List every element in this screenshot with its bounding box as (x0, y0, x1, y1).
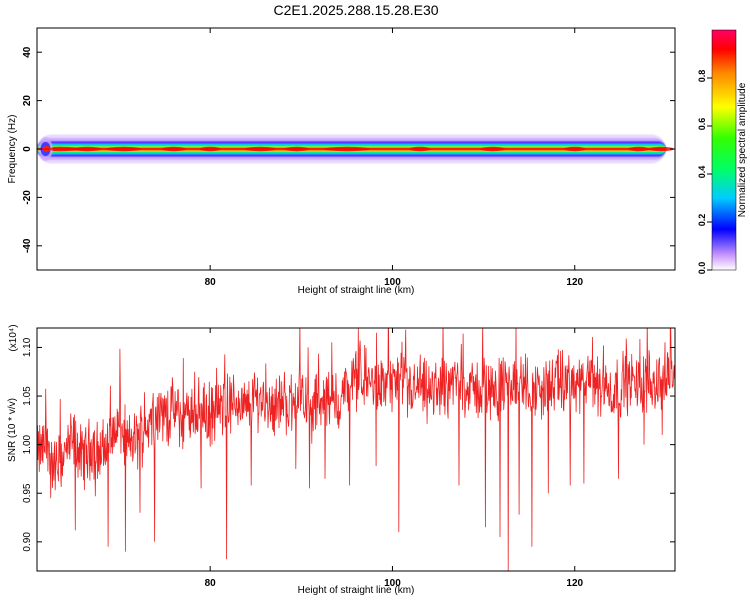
snr-series-line (37, 328, 675, 571)
spectrogram-y-tick-label: 0 (22, 146, 33, 152)
spectrogram-y-label: Frequency (Hz) (7, 115, 18, 184)
snr-plot-area (37, 328, 675, 571)
colorbar-tick-label: 0.8 (697, 70, 707, 83)
snr-x-label: Height of straight line (km) (298, 585, 415, 596)
spectrogram-panel: 80 100 120 -40 -20 0 20 40 Height of straight l… (7, 27, 676, 296)
snr-y-tick-label: 1.00 (22, 434, 33, 454)
spectrogram-heatmap (37, 134, 675, 164)
colorbar-ticks: 0.0 0.2 0.4 0.6 0.8 (697, 70, 712, 275)
spectrogram-x-label: Height of straight line (km) (298, 285, 415, 296)
snr-x-tick-label: 100 (384, 578, 401, 589)
colorbar-tick-label: 0.6 (697, 118, 707, 131)
snr-frame (36, 327, 676, 572)
spectrogram-x-tick-label: 80 (205, 277, 217, 288)
spectrogram-y-tick-label: 40 (22, 46, 33, 58)
snr-panel: 80 100 120 0.90 0.95 1.00 1.05 1.10 Height of s… (7, 324, 676, 596)
snr-x-tick-label: 80 (205, 578, 217, 589)
snr-y-tick-label: 1.05 (22, 386, 33, 406)
colorbar-gradient (711, 29, 737, 271)
spectrogram-x-tick-label: 120 (566, 277, 583, 288)
spectrogram-y-tick-label: 20 (22, 95, 33, 107)
snr-axes: 80 100 120 0.90 0.95 1.00 1.05 1.10 (22, 328, 675, 589)
spectrogram-axes: 80 100 120 -40 -20 0 20 40 (22, 28, 675, 288)
colorbar-label: Normalized spectral amplitude (737, 82, 748, 217)
colorbar-tick-label: 0.4 (697, 166, 707, 179)
snr-y-label: SNR (10 * v/v) (7, 398, 18, 462)
colorbar: 0.0 0.2 0.4 0.6 0.8 Normalized spectral ampl… (697, 29, 748, 275)
spectrogram-y-tick-label: -20 (22, 190, 33, 205)
spectrogram-x-tick-label: 100 (384, 277, 401, 288)
snr-y-tick-label: 1.10 (22, 337, 33, 357)
snr-y-tick-label: 0.90 (22, 532, 33, 552)
snr-x-tick-label: 120 (566, 578, 583, 589)
figure-title: C2E1.2025.288.15.28.E30 (273, 2, 438, 18)
snr-y-tick-label: 0.95 (22, 483, 33, 503)
spectrogram-y-tick-label: -40 (22, 238, 33, 253)
colorbar-tick-label: 0.2 (697, 214, 707, 227)
snr-y-multiplier: (x10⁴) (8, 324, 19, 351)
colorbar-tick-label: 0.0 (697, 262, 707, 275)
